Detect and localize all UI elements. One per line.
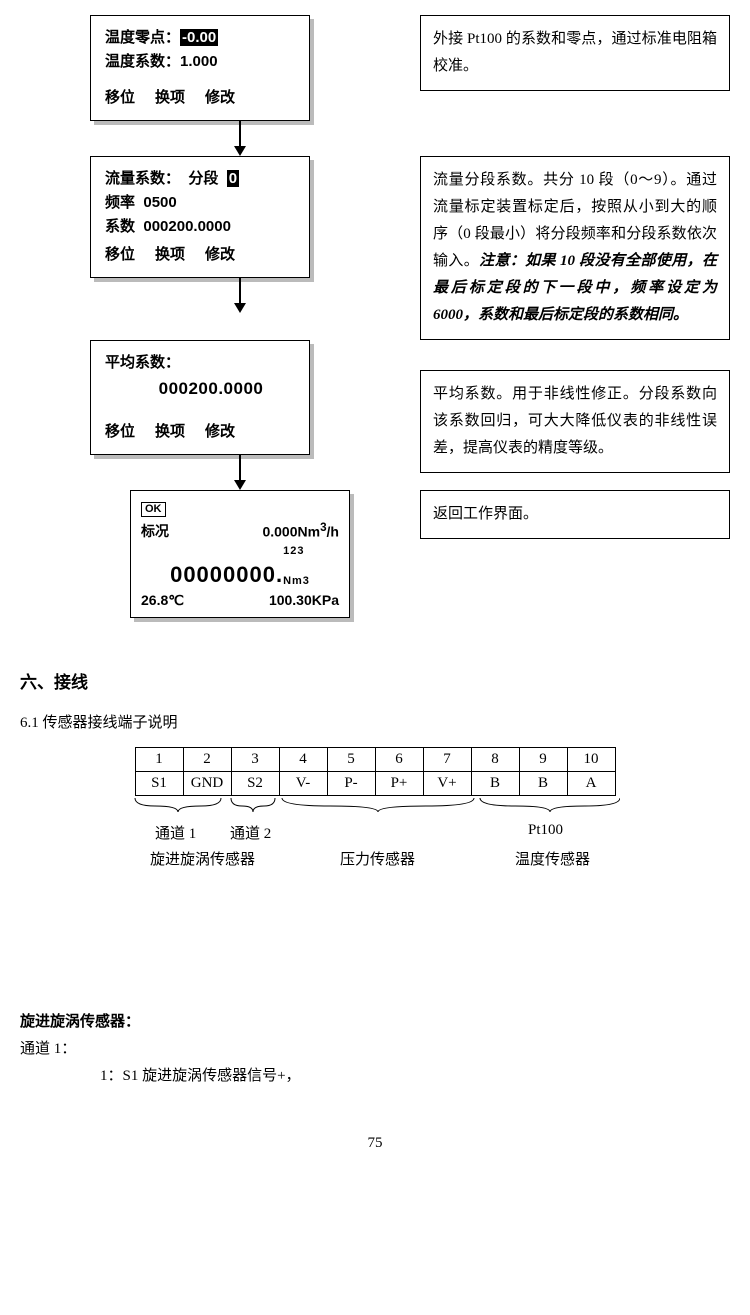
flow-suffix: /h bbox=[327, 524, 339, 540]
work-pressure: 100.30KPa bbox=[269, 592, 339, 609]
page-root: 温度零点：-0.00 温度系数：1.000 移位 换项 修改 外接 Pt100 … bbox=[0, 0, 750, 1192]
val-flow-seg: 0 bbox=[227, 170, 239, 187]
arrow-1 bbox=[130, 121, 350, 156]
t-lbl: B bbox=[471, 772, 519, 796]
braces-svg bbox=[130, 796, 620, 820]
label-flow-k: 系数 bbox=[105, 218, 135, 235]
total-sup: 123 bbox=[283, 545, 304, 557]
grp3-bot: 温度传感器 bbox=[515, 848, 590, 869]
t-num: 2 bbox=[183, 748, 231, 772]
t-lbl: B bbox=[519, 772, 567, 796]
sensor-line1: 1：S1 旋进旋涡传感器信号+， bbox=[100, 1064, 730, 1085]
left-col-2: 流量系数： 分段 0 频率 0500 系数 000200.0000 移位 换项 … bbox=[20, 156, 390, 313]
t-num: 9 bbox=[519, 748, 567, 772]
total-unit: Nm3 bbox=[283, 575, 310, 587]
lcd-work: OK 标况 0.000Nm3/h 00000000.123 Nm3 26.8℃ 1… bbox=[130, 490, 350, 618]
terminal-row-nums: 1 2 3 4 5 6 7 8 9 10 bbox=[135, 748, 615, 772]
t-lbl: S2 bbox=[231, 772, 279, 796]
left-col-1: 温度零点：-0.00 温度系数：1.000 移位 换项 修改 bbox=[20, 15, 390, 156]
sensor-ch1: 通道 1： bbox=[20, 1037, 730, 1058]
label-avg: 平均系数： bbox=[105, 351, 297, 375]
note-flow: 流量分段系数。共分 10 段（0～9）。通过流量标定装置标定后，按照从小到大的顺… bbox=[420, 156, 730, 340]
btn-edit[interactable]: 修改 bbox=[205, 420, 235, 444]
val-temp-zero: -0.00 bbox=[180, 29, 218, 46]
note-avg: 平均系数。用于非线性修正。分段系数向该系数回归，可大大降低仪表的非线性误差，提高… bbox=[420, 370, 730, 473]
btn-shift[interactable]: 移位 bbox=[105, 86, 135, 110]
total-num: 00000000. bbox=[170, 562, 283, 587]
t-lbl: GND bbox=[183, 772, 231, 796]
grp2-bot: 压力传感器 bbox=[340, 848, 415, 869]
ok-badge: OK bbox=[141, 502, 166, 517]
t-lbl: S1 bbox=[135, 772, 183, 796]
t-num: 7 bbox=[423, 748, 471, 772]
row-temp: 温度零点：-0.00 温度系数：1.000 移位 换项 修改 外接 Pt100 … bbox=[20, 15, 730, 156]
terminal-row-labels: S1 GND S2 V- P- P+ V+ B B A bbox=[135, 772, 615, 796]
flow-val-num: 0.000Nm bbox=[262, 524, 320, 540]
t-num: 8 bbox=[471, 748, 519, 772]
row-avg: 平均系数： 000200.0000 移位 换项 修改 平均系数。用于非线性修正。… bbox=[20, 340, 730, 490]
lcd-temp: 温度零点：-0.00 温度系数：1.000 移位 换项 修改 bbox=[90, 15, 310, 121]
label-flow-freq: 频率 bbox=[105, 194, 135, 211]
status-label: 标况 bbox=[141, 521, 169, 541]
grp1-top: 通道 1 bbox=[155, 822, 196, 843]
t-lbl: V+ bbox=[423, 772, 471, 796]
label-temp-coef: 温度系数： bbox=[105, 53, 180, 70]
work-temp: 26.8℃ bbox=[141, 592, 184, 609]
left-col-3: 平均系数： 000200.0000 移位 换项 修改 bbox=[20, 340, 390, 490]
row-work: OK 标况 0.000Nm3/h 00000000.123 Nm3 26.8℃ 1… bbox=[20, 490, 730, 618]
label-temp-zero: 温度零点： bbox=[105, 29, 180, 46]
btn-edit[interactable]: 修改 bbox=[205, 243, 235, 267]
flow-value: 0.000Nm3/h bbox=[262, 521, 339, 541]
brace-labels-bottom: 旋进旋涡传感器 压力传感器 温度传感器 bbox=[20, 848, 730, 870]
val-avg: 000200.0000 bbox=[105, 375, 297, 402]
brace-labels-top: 通道 1 通道 2 Pt100 bbox=[20, 822, 730, 844]
label-flow-seg: 分段 bbox=[188, 170, 218, 187]
btn-shift[interactable]: 移位 bbox=[105, 420, 135, 444]
btn-edit[interactable]: 修改 bbox=[205, 86, 235, 110]
braces-row bbox=[20, 796, 730, 820]
arrow-2 bbox=[130, 278, 350, 313]
total-value: 00000000.123 Nm3 bbox=[141, 545, 339, 586]
t-num: 3 bbox=[231, 748, 279, 772]
val-flow-freq: 0500 bbox=[143, 194, 176, 211]
t-num: 6 bbox=[375, 748, 423, 772]
btn-shift[interactable]: 移位 bbox=[105, 243, 135, 267]
left-col-4: OK 标况 0.000Nm3/h 00000000.123 Nm3 26.8℃ 1… bbox=[20, 490, 390, 618]
t-lbl: P+ bbox=[375, 772, 423, 796]
grp3-top: Pt100 bbox=[528, 822, 563, 839]
lcd-flow: 流量系数： 分段 0 频率 0500 系数 000200.0000 移位 换项 … bbox=[90, 156, 310, 278]
lcd-avg: 平均系数： 000200.0000 移位 换项 修改 bbox=[90, 340, 310, 455]
section-6-1: 6.1 传感器接线端子说明 bbox=[20, 711, 730, 732]
page-number: 75 bbox=[20, 1135, 730, 1152]
t-num: 10 bbox=[567, 748, 615, 772]
terminal-table: 1 2 3 4 5 6 7 8 9 10 S1 GND S2 V- P- P+ … bbox=[135, 747, 616, 796]
t-lbl: P- bbox=[327, 772, 375, 796]
grp2-top: 通道 2 bbox=[230, 822, 271, 843]
sensor-heading: 旋进旋涡传感器： bbox=[20, 1010, 730, 1031]
section-6-title: 六、接线 bbox=[20, 668, 730, 693]
val-temp-coef: 1.000 bbox=[180, 53, 218, 70]
arrow-3 bbox=[130, 455, 350, 490]
t-num: 4 bbox=[279, 748, 327, 772]
t-num: 1 bbox=[135, 748, 183, 772]
note-return: 返回工作界面。 bbox=[420, 490, 730, 539]
t-lbl: A bbox=[567, 772, 615, 796]
row-flow: 流量系数： 分段 0 频率 0500 系数 000200.0000 移位 换项 … bbox=[20, 156, 730, 340]
val-flow-k: 000200.0000 bbox=[143, 218, 231, 235]
btn-switch[interactable]: 换项 bbox=[155, 86, 185, 110]
label-flow-coef: 流量系数： bbox=[105, 170, 180, 187]
note-temp: 外接 Pt100 的系数和零点，通过标准电阻箱校准。 bbox=[420, 15, 730, 91]
btn-switch[interactable]: 换项 bbox=[155, 243, 185, 267]
t-lbl: V- bbox=[279, 772, 327, 796]
t-num: 5 bbox=[327, 748, 375, 772]
btn-switch[interactable]: 换项 bbox=[155, 420, 185, 444]
grp1-bot: 旋进旋涡传感器 bbox=[150, 848, 255, 869]
